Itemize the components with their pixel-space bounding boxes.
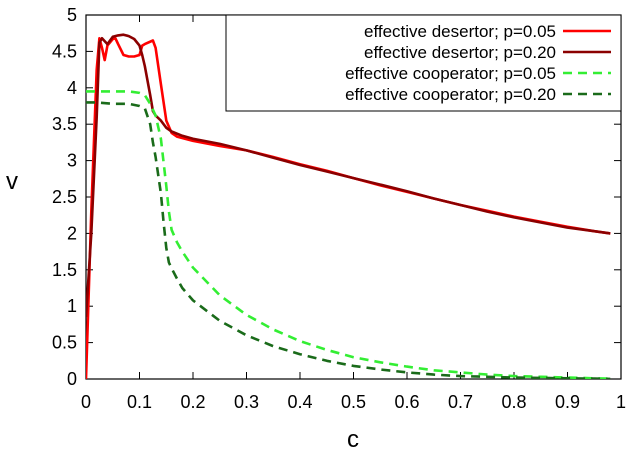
legend-label-4: effective cooperator; p=0.20	[345, 85, 556, 104]
x-tick-label: 0.8	[501, 392, 526, 412]
x-tick-label: 0.1	[127, 392, 152, 412]
x-tick-label: 0	[81, 392, 91, 412]
series-line-4	[86, 101, 611, 379]
series-layer	[86, 33, 611, 379]
y-axis-ticks: 0 0.5 1 1.5 2 2.5 3 3.5 4 4.5 5	[52, 5, 621, 389]
x-tick-label: 0.5	[341, 392, 366, 412]
y-tick-label: 2	[67, 223, 77, 243]
x-tick-label: 0.2	[180, 392, 205, 412]
y-tick-label: 0.5	[52, 333, 77, 353]
series-line-3	[86, 90, 611, 379]
legend-label-3: effective cooperator; p=0.05	[345, 64, 556, 83]
y-tick-label: 4.5	[52, 41, 77, 61]
x-tick-label: 0.7	[448, 392, 473, 412]
y-tick-label: 5	[67, 5, 77, 25]
y-tick-label: 1	[67, 296, 77, 316]
legend: effective desertor; p=0.05 effective dese…	[225, 14, 622, 112]
legend-box	[225, 14, 622, 112]
y-tick-label: 4	[67, 78, 77, 98]
y-tick-label: 1.5	[52, 260, 77, 280]
legend-label-2: effective desertor; p=0.20	[364, 43, 556, 62]
y-tick-label: 3	[67, 151, 77, 171]
legend-label-1: effective desertor; p=0.05	[364, 22, 556, 41]
x-tick-label: 0.4	[287, 392, 312, 412]
y-tick-label: 0	[67, 369, 77, 389]
y-tick-label: 3.5	[52, 114, 77, 134]
series-line-2	[86, 33, 611, 318]
x-tick-label: 0.6	[394, 392, 419, 412]
y-axis-label: v	[6, 168, 18, 195]
y-tick-label: 2.5	[52, 187, 77, 207]
x-tick-label: 1	[616, 392, 626, 412]
x-axis-ticks: 0 0.1 0.2 0.3 0.4 0.5 0.6 0.7 0.8 0.9 1	[81, 15, 626, 412]
x-tick-label: 0.3	[234, 392, 259, 412]
x-tick-label: 0.9	[555, 392, 580, 412]
x-axis-label: c	[347, 426, 359, 453]
